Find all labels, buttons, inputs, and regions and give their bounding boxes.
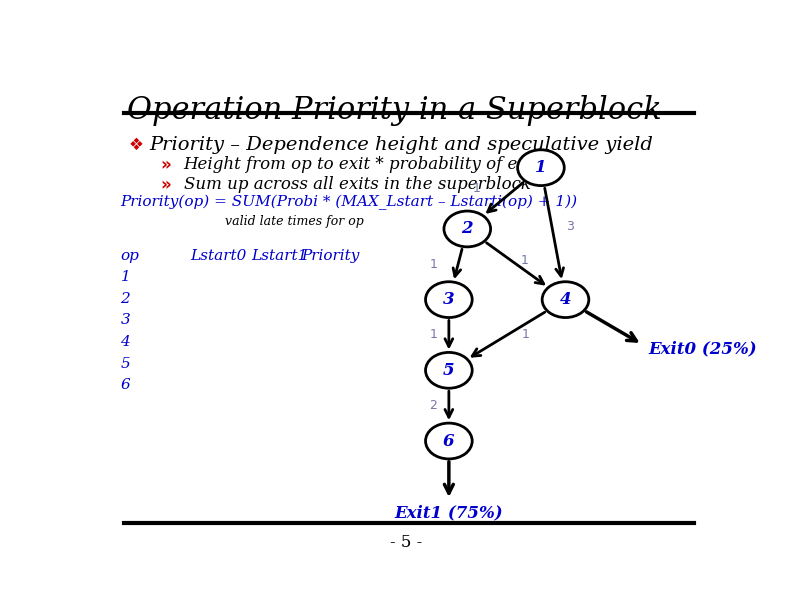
Text: 4: 4: [120, 335, 130, 349]
Circle shape: [543, 282, 588, 318]
Text: 1: 1: [522, 329, 530, 341]
Text: Lstart1: Lstart1: [251, 248, 307, 263]
Text: Sum up across all exits in the superblock: Sum up across all exits in the superbloc…: [184, 176, 531, 193]
Text: 6: 6: [120, 378, 130, 392]
Text: 3: 3: [443, 291, 455, 308]
Circle shape: [425, 282, 472, 318]
Circle shape: [425, 423, 472, 459]
Text: Priority – Dependence height and speculative yield: Priority – Dependence height and specula…: [150, 136, 653, 154]
Text: 4: 4: [560, 291, 571, 308]
Text: »: »: [160, 176, 171, 194]
Text: 2: 2: [462, 220, 473, 237]
Text: Exit0 (25%): Exit0 (25%): [649, 341, 757, 357]
Text: Priority(op) = SUM(Probi * (MAX_Lstart – Lstarti(op) + 1)): Priority(op) = SUM(Probi * (MAX_Lstart –…: [120, 195, 577, 211]
Text: »: »: [160, 157, 171, 174]
Text: Lstart0: Lstart0: [190, 248, 246, 263]
Text: Operation Priority in a Superblock: Operation Priority in a Superblock: [127, 95, 661, 125]
Text: 2: 2: [120, 292, 130, 305]
Text: op: op: [120, 248, 139, 263]
Text: ❖: ❖: [128, 136, 143, 154]
Text: 1: 1: [520, 254, 528, 267]
Text: 3: 3: [566, 220, 574, 233]
Text: 5: 5: [120, 357, 130, 371]
Text: 1: 1: [535, 159, 546, 176]
Text: Height from op to exit * probability of exit: Height from op to exit * probability of …: [184, 157, 539, 173]
Text: 1: 1: [429, 329, 437, 341]
Text: 1: 1: [120, 270, 130, 284]
Text: - 5 -: - 5 -: [390, 534, 422, 551]
Text: Exit1 (75%): Exit1 (75%): [394, 504, 503, 521]
Text: 1: 1: [473, 182, 481, 195]
Circle shape: [444, 211, 490, 247]
Circle shape: [518, 150, 564, 185]
Text: 1: 1: [429, 258, 437, 271]
Text: 2: 2: [429, 399, 437, 412]
Text: Priority: Priority: [302, 248, 360, 263]
Text: 5: 5: [443, 362, 455, 379]
Text: valid late times for op: valid late times for op: [225, 215, 364, 228]
Text: 6: 6: [443, 433, 455, 449]
Circle shape: [425, 353, 472, 388]
Text: 3: 3: [120, 313, 130, 327]
